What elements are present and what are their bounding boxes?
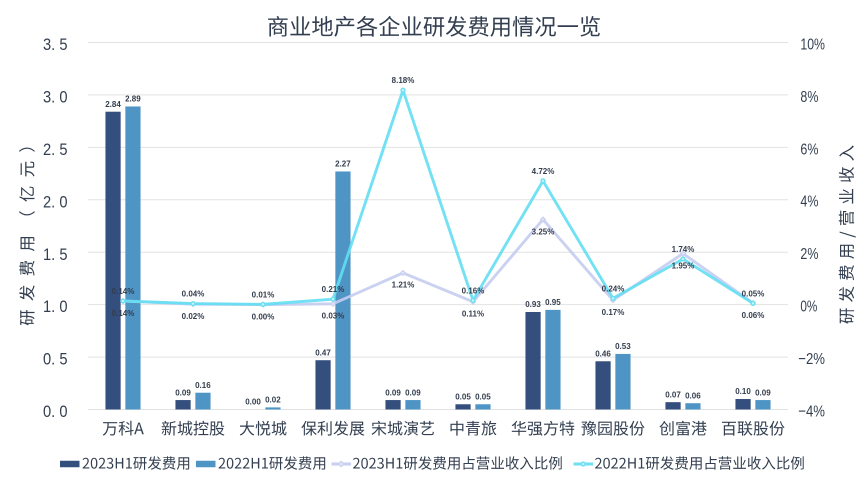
svg-text:1.74%: 1.74% xyxy=(672,245,695,254)
svg-text:0%: 0% xyxy=(800,299,817,316)
svg-text:0.02%: 0.02% xyxy=(182,312,205,321)
svg-text:3. 0: 3. 0 xyxy=(43,89,68,107)
svg-text:0.09: 0.09 xyxy=(385,388,401,397)
svg-text:−4%: −4% xyxy=(798,403,825,420)
svg-text:4.72%: 4.72% xyxy=(532,167,555,176)
svg-text:0.05: 0.05 xyxy=(475,392,491,401)
svg-text:0.06%: 0.06% xyxy=(742,311,765,320)
svg-text:0.01%: 0.01% xyxy=(252,290,275,299)
svg-text:−2%: −2% xyxy=(798,351,825,368)
svg-text:6%: 6% xyxy=(800,141,818,158)
svg-text:2.89: 2.89 xyxy=(125,95,141,104)
svg-text:0.47: 0.47 xyxy=(315,348,331,357)
svg-text:0.05%: 0.05% xyxy=(742,289,765,298)
svg-text:2. 0: 2. 0 xyxy=(43,193,68,211)
svg-text:3.25%: 3.25% xyxy=(532,227,555,236)
svg-text:0.53: 0.53 xyxy=(615,342,631,351)
svg-text:1.21%: 1.21% xyxy=(392,281,415,290)
svg-text:0.24%: 0.24% xyxy=(602,284,625,293)
svg-text:0.00%: 0.00% xyxy=(252,312,275,321)
svg-text:0.21%: 0.21% xyxy=(322,285,345,294)
svg-text:0.93: 0.93 xyxy=(525,300,541,309)
svg-text:0.06: 0.06 xyxy=(685,391,701,400)
svg-text:4%: 4% xyxy=(800,194,818,211)
svg-text:0.46: 0.46 xyxy=(595,349,611,358)
svg-text:0.02: 0.02 xyxy=(265,396,281,405)
svg-text:0.16%: 0.16% xyxy=(462,286,485,295)
svg-text:0.05: 0.05 xyxy=(455,392,471,401)
svg-text:0.03%: 0.03% xyxy=(322,312,345,321)
svg-text:2.27: 2.27 xyxy=(335,160,351,169)
svg-text:0.09: 0.09 xyxy=(405,388,421,397)
svg-text:0.11%: 0.11% xyxy=(462,310,484,319)
svg-text:0.07: 0.07 xyxy=(665,390,681,399)
svg-text:0.17%: 0.17% xyxy=(602,308,625,317)
svg-text:0.09: 0.09 xyxy=(175,388,191,397)
svg-text:0.10: 0.10 xyxy=(735,387,751,396)
svg-text:2. 5: 2. 5 xyxy=(43,141,68,159)
svg-text:8%: 8% xyxy=(800,89,818,106)
svg-text:1.95%: 1.95% xyxy=(672,261,695,270)
svg-text:1. 5: 1. 5 xyxy=(43,246,68,264)
svg-text:0.04%: 0.04% xyxy=(182,290,205,299)
svg-text:0. 5: 0. 5 xyxy=(43,351,68,369)
svg-text:10%: 10% xyxy=(800,36,825,53)
svg-text:8.18%: 8.18% xyxy=(392,76,415,85)
svg-text:3. 5: 3. 5 xyxy=(43,36,68,54)
svg-text:0.00: 0.00 xyxy=(245,398,261,407)
svg-text:2.84: 2.84 xyxy=(105,100,121,109)
svg-text:2%: 2% xyxy=(800,246,818,263)
svg-text:0.95: 0.95 xyxy=(545,298,561,307)
svg-text:1. 0: 1. 0 xyxy=(43,298,68,316)
svg-text:0.14%: 0.14% xyxy=(112,287,135,296)
svg-text:0.14%: 0.14% xyxy=(112,309,135,318)
svg-text:0. 0: 0. 0 xyxy=(43,403,68,421)
svg-text:0.09: 0.09 xyxy=(755,388,771,397)
svg-text:0.16: 0.16 xyxy=(195,381,211,390)
